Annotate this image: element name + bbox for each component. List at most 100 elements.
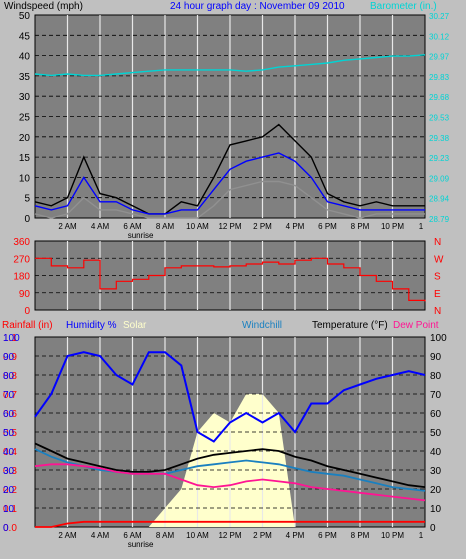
humidity-tick: 40	[3, 447, 15, 458]
series-line-low	[34, 180, 425, 219]
time-tick: 10 PM	[381, 531, 404, 540]
dewpoint-label: Dew Point	[393, 320, 439, 331]
dir-letter: N	[434, 237, 441, 248]
wind-axis: 5045403530252015105030.2730.1229.9729.83…	[19, 11, 450, 225]
rain-tick: 0.0	[3, 523, 17, 534]
humidity-tick: 30	[3, 466, 15, 477]
baro-tick: 30.12	[429, 32, 450, 41]
sunrise-label: sunrise	[128, 231, 154, 240]
sunrise-label: sunrise	[128, 540, 154, 549]
wind-tick: 10	[19, 173, 31, 184]
baro-label: Barometer (in.)	[370, 1, 437, 12]
series-line-avg	[34, 152, 425, 215]
temperature-label: Temperature (°F)	[312, 320, 388, 331]
wind-label: Windspeed (mph)	[4, 1, 83, 12]
baro-tick: 29.09	[429, 174, 450, 183]
baro-tick: 29.23	[429, 154, 450, 163]
wind-tick: 40	[19, 52, 31, 63]
solar-label: Solar	[123, 320, 147, 331]
rain-tick: 0.8	[3, 371, 17, 382]
temp-tick: 80	[430, 371, 442, 382]
wind-tick: 25	[19, 113, 31, 124]
rain-tick: 0.1	[3, 504, 17, 515]
humidity-tick: 20	[3, 485, 15, 496]
humidity-tick: 80	[3, 371, 15, 382]
temp-tick: 70	[430, 390, 442, 401]
wind-tick: 20	[19, 133, 31, 144]
time-tick: 10 AM	[186, 222, 209, 231]
humidity-tick: 50	[3, 428, 15, 439]
wind-tick: 5	[24, 194, 30, 205]
time-tick: 6 AM	[123, 531, 142, 540]
humidity-label: Humidity %	[66, 320, 117, 331]
wind-time-axis: 2 AM 4 AM 6 AM 8 AM 10 AM 12 PM 2 PM 4 PM 6 PM 8 …	[58, 222, 423, 240]
temp-tick: 40	[430, 447, 442, 458]
time-tick: 10 PM	[381, 222, 404, 231]
dir-tick: 270	[13, 254, 30, 265]
temp-tick: 10	[430, 504, 442, 515]
time-tick: 2 PM	[253, 531, 272, 540]
baro-tick: 29.53	[429, 114, 450, 123]
time-tick: 6 PM	[318, 531, 337, 540]
wind-grid	[35, 15, 425, 218]
time-tick: 8 AM	[156, 222, 175, 231]
time-tick: 8 PM	[351, 531, 370, 540]
baro-tick: 28.94	[429, 195, 450, 204]
humidity-tick: 70	[3, 390, 15, 401]
time-tick: 4 AM	[91, 531, 110, 540]
time-tick: 6 AM	[123, 222, 142, 231]
dir-tick: 360	[13, 237, 30, 248]
rain-tick: 0.2	[3, 485, 17, 496]
rain-tick: 0.5	[3, 428, 17, 439]
series-line-dew-point	[34, 463, 426, 502]
time-tick: 12 PM	[218, 531, 241, 540]
dir-letter: N	[434, 306, 441, 317]
windchill-label: Windchill	[242, 320, 282, 331]
rain-tick: 0.7	[3, 390, 17, 401]
rain-tick: 1.1	[3, 333, 17, 344]
rain-tick: 0.6	[3, 409, 17, 420]
series-line-windchill	[34, 448, 426, 492]
time-tick: 10 AM	[186, 531, 209, 540]
time-tick: 1	[419, 222, 424, 231]
temp-time-axis: 2 AM 4 AM 6 AM 8 AM 10 AM 12 PM 2 PM 4 PM 6 PM 8 …	[58, 531, 423, 549]
rain-tick: 0.4	[3, 447, 17, 458]
humidity-tick: 60	[3, 409, 15, 420]
rain-label: Rainfall (in)	[2, 320, 53, 331]
temp-tick: 30	[430, 466, 442, 477]
temp-tick: 20	[430, 485, 442, 496]
temp-tick: 0	[430, 523, 436, 534]
humidity-tick: 90	[3, 352, 15, 363]
graph-title: 24 hour graph day : November 09 2010	[170, 1, 345, 12]
temp-axis: 1.10.90.80.70.60.50.40.30.20.10.01009080…	[3, 333, 447, 534]
series-line-humidity	[34, 351, 426, 443]
wind-tick: 35	[19, 72, 31, 83]
baro-tick: 29.83	[429, 73, 450, 82]
time-tick: 2 PM	[253, 222, 272, 231]
dir-letter: S	[434, 272, 441, 283]
dir-tick: 90	[19, 289, 31, 300]
temp-tick: 90	[430, 352, 442, 363]
time-tick: 4 PM	[286, 531, 305, 540]
dir-letter: E	[434, 289, 441, 300]
time-tick: 2 AM	[58, 531, 77, 540]
direction-marks	[35, 257, 426, 302]
baro-tick: 30.27	[429, 12, 450, 21]
series-line-direction	[35, 257, 426, 302]
wind-tick: 15	[19, 153, 31, 164]
time-tick: 8 AM	[156, 531, 175, 540]
temp-marks	[34, 351, 426, 528]
wind-tick: 0	[24, 214, 30, 225]
dir-tick: 180	[13, 272, 30, 283]
dir-tick: 0	[24, 306, 30, 317]
wind-marks	[34, 54, 426, 219]
wind-tick: 30	[19, 92, 31, 103]
temp-tick: 60	[430, 409, 442, 420]
humidity-tick: 0	[3, 523, 9, 534]
baro-tick: 28.79	[429, 215, 450, 224]
rain-tick: 0.9	[3, 352, 17, 363]
time-tick: 4 AM	[91, 222, 110, 231]
humidity-tick: 100	[3, 333, 20, 344]
